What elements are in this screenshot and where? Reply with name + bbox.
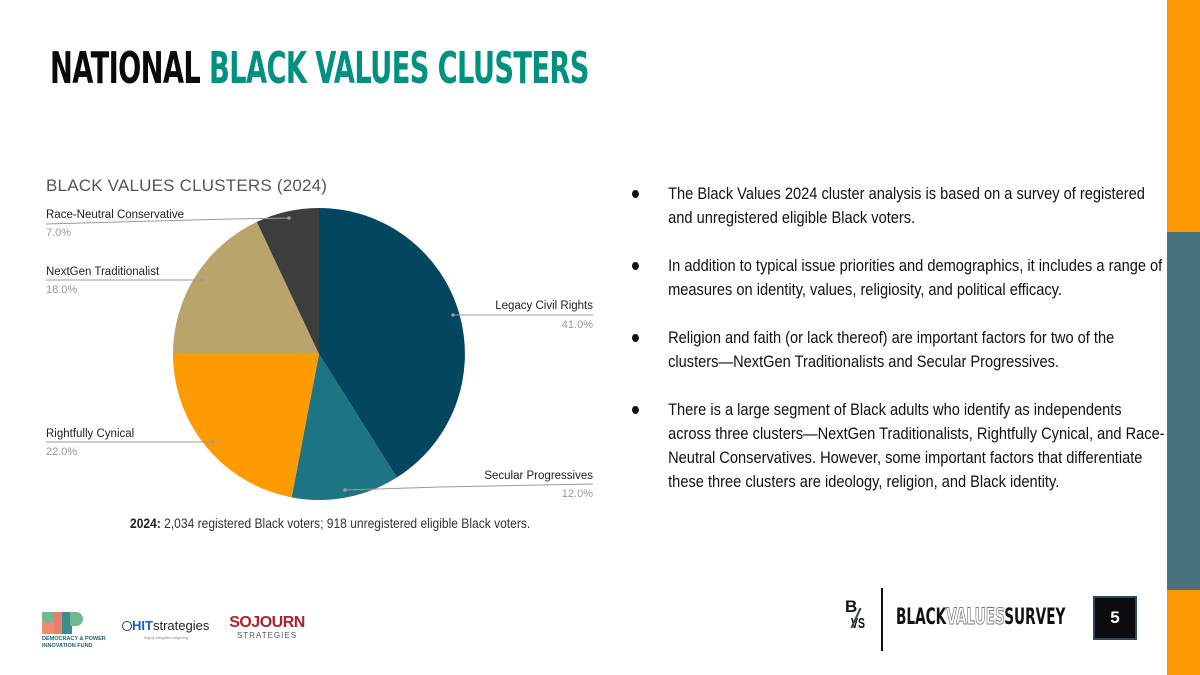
pct-race-neutral-conservative: 7.0%: [46, 227, 72, 239]
sample-size-text: 2,034 registered Black voters; 918 unreg…: [160, 515, 531, 531]
brand-divider: [881, 588, 883, 651]
sample-size-year: 2024:: [130, 515, 161, 531]
slice-secular-progressives: [291, 354, 397, 500]
bullet-dot-icon: [632, 262, 639, 270]
logo-democracy-power: DEMOCRACY & POWER INNOVATION FUND: [42, 612, 122, 652]
logo-sojourn-strategies: SOJOURN STRATEGIES: [229, 615, 305, 641]
label-nextgen-traditionalist: NextGen Traditionalist: [46, 266, 160, 278]
sample-size-note: 2024: 2,034 registered Black voters; 918…: [130, 515, 530, 531]
brand-word-survey: SURVEY: [1004, 605, 1066, 630]
slice-race-neutral-conservative: [256, 208, 319, 354]
pct-nextgen-traditionalist: 18.0%: [46, 284, 78, 296]
hit-logo-tagline: highly insightful targeting: [144, 635, 189, 640]
pie-chart: [45, 208, 594, 500]
chart-title: BLACK VALUES CLUSTERS (2024): [46, 176, 328, 195]
slice-rightfully-cynical: [173, 354, 319, 498]
sojourn-logo-sub: STRATEGIES: [236, 631, 298, 640]
bullet-item: The Black Values 2024 cluster analysis i…: [632, 182, 1167, 230]
slice-legacy-civil-rights: [319, 208, 465, 478]
title-part-clusters: BLACK VALUES CLUSTERS: [209, 43, 589, 94]
target-icon: [122, 620, 132, 631]
bullet-dot-icon: [632, 334, 639, 342]
sidebar-stripe-bottom: [1167, 590, 1200, 675]
dp-logo-line2: INNOVATION FUND: [42, 643, 93, 649]
dp-logo-line1: DEMOCRACY & POWER: [42, 636, 106, 642]
leader-line-secular: [344, 483, 594, 491]
bullet-item: In addition to typical issue priorities …: [632, 254, 1167, 302]
bullet-list: The Black Values 2024 cluster analysis i…: [632, 182, 1192, 518]
pct-secular-progressives: 12.0%: [561, 488, 593, 500]
sidebar-stripe-top: [1167, 0, 1200, 232]
hit-logo-suffix: strategies: [152, 618, 210, 633]
leader-line-race-neutral: [45, 217, 290, 225]
bullet-item: Religion and faith (or lack thereof) are…: [632, 326, 1167, 374]
pct-rightfully-cynical: 22.0%: [46, 446, 78, 458]
bullet-item: There is a large segment of Black adults…: [632, 398, 1167, 494]
sojourn-logo-text: SOJOURN: [229, 614, 305, 631]
brand-word-black: BLACK: [896, 605, 947, 630]
sidebar-stripe-middle: [1167, 232, 1200, 590]
page-number: 5: [1093, 596, 1137, 640]
pct-legacy-civil-rights: 41.0%: [561, 319, 593, 331]
brand-wordmark: BLACKVALUESSURVEY: [896, 605, 1066, 631]
title-part-national: NATIONAL: [50, 43, 201, 94]
bullet-dot-icon: [632, 406, 639, 414]
logo-hit-strategies: HITstrategies highly insightful targetin…: [122, 617, 209, 640]
bullet-dot-icon: [632, 190, 639, 198]
brand-word-values: VALUES: [946, 605, 1005, 631]
bvs-mark-b: B: [845, 597, 858, 616]
dp-logo-icon: [42, 612, 83, 634]
label-race-neutral-conservative: Race-Neutral Conservative: [46, 209, 185, 221]
label-rightfully-cynical: Rightfully Cynical: [46, 428, 135, 440]
label-secular-progressives: Secular Progressives: [484, 470, 593, 482]
slice-nextgen-traditionalist: [173, 221, 319, 354]
hit-logo-text: HIT: [132, 618, 153, 633]
bvs-mark: B VS: [845, 597, 871, 643]
page-title: NATIONAL BLACK VALUES CLUSTERS: [50, 44, 589, 94]
label-legacy-civil-rights: Legacy Civil Rights: [495, 300, 593, 312]
